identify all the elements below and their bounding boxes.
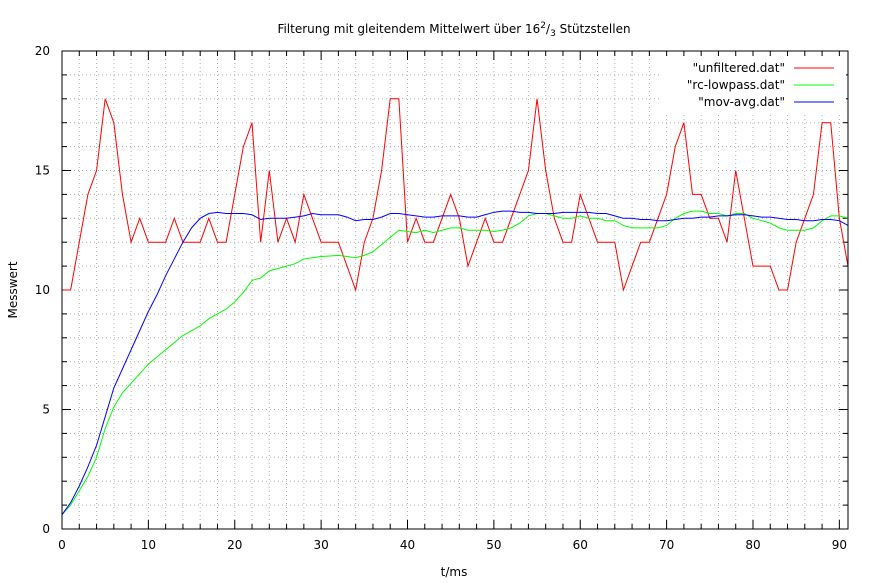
grid	[62, 51, 848, 529]
legend-label: "rc-lowpass.dat"	[687, 78, 785, 92]
chart-title-slash: /	[546, 22, 551, 36]
x-tick-label: 80	[745, 538, 760, 552]
chart-title: Filterung mit gleitendem Mittelwert über…	[277, 21, 630, 39]
x-tick-label: 50	[486, 538, 501, 552]
y-tick-label: 15	[35, 164, 50, 178]
y-axis-label: Messwert	[6, 261, 20, 318]
y-tick-label: 5	[42, 403, 50, 417]
series-line-3	[62, 210, 848, 515]
plot-frame	[61, 50, 849, 530]
x-tick-label: 40	[400, 538, 415, 552]
x-tick-label: 20	[227, 538, 242, 552]
x-tick-label: 30	[313, 538, 328, 552]
chart-title-tail: Stützstellen	[556, 22, 631, 36]
series-line-2	[62, 210, 848, 515]
x-tick-label: 0	[58, 538, 66, 552]
chart-title-main: Filterung mit gleitendem Mittelwert über…	[277, 22, 540, 36]
chart-title-sub: 3	[550, 29, 556, 39]
y-tick-label: 10	[35, 283, 50, 297]
x-tick-label: 90	[832, 538, 847, 552]
axis-ticks: 0 10 20 30 40 50 60 70 80 90 0 5 10 15 20	[35, 44, 848, 552]
y-tick-label: 20	[35, 44, 50, 58]
legend-background	[660, 56, 846, 112]
legend: "unfiltered.dat" "rc-lowpass.dat" "mov-avg…	[660, 56, 846, 112]
x-tick-label: 10	[141, 538, 156, 552]
x-tick-label: 70	[659, 538, 674, 552]
legend-label: "unfiltered.dat"	[693, 61, 785, 75]
chart-title-sup: 2	[540, 21, 546, 31]
series-line-1	[62, 98, 848, 292]
legend-label: "mov-avg.dat"	[698, 95, 785, 109]
y-tick-label: 0	[42, 522, 50, 536]
x-tick-label: 60	[573, 538, 588, 552]
series-lines	[62, 98, 848, 515]
x-axis-label: t/ms	[441, 565, 468, 579]
